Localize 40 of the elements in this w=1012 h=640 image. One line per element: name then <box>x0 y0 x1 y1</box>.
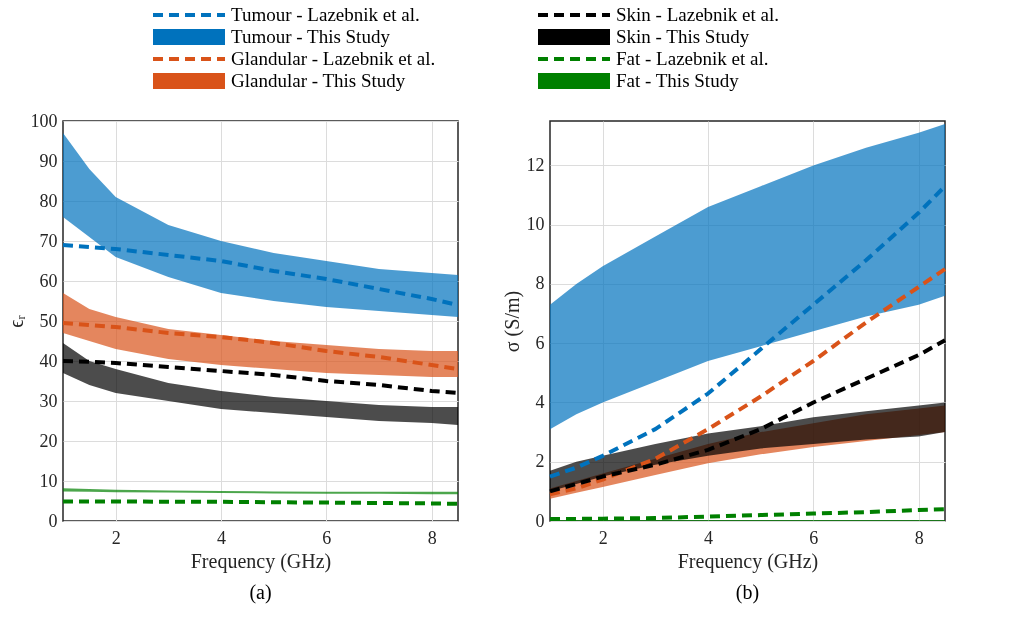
legend-label: Skin - Lazebnik et al. <box>616 4 780 25</box>
x-tick-label: 6 <box>809 527 819 548</box>
legend-label: Glandular - Lazebnik et al. <box>231 48 436 69</box>
x-tick-label: 2 <box>598 527 608 548</box>
x-tick-label: 4 <box>704 527 713 548</box>
x-tick-label: 8 <box>914 527 924 548</box>
legend-label: Fat - Lazebnik et al. <box>616 48 769 69</box>
y-axis-title: σ (S/m) <box>500 290 524 353</box>
y-tick-label: 0 <box>48 510 58 531</box>
y-tick-label: 10 <box>526 214 545 235</box>
y-tick-label: 10 <box>39 470 58 491</box>
y-tick-label: 100 <box>30 110 58 131</box>
y-tick-label: 30 <box>39 390 58 411</box>
y-tick-label: 2 <box>535 451 545 472</box>
x-axis-title: Frequency (GHz) <box>190 549 332 573</box>
y-tick-label: 50 <box>39 310 58 331</box>
y-tick-label: 80 <box>39 190 58 211</box>
y-tick-label: 6 <box>535 332 545 353</box>
y-tick-label: 90 <box>39 150 58 171</box>
x-tick-label: 4 <box>217 527 226 548</box>
y-tick-label: 8 <box>535 273 545 294</box>
legend-label: Skin - This Study <box>616 26 750 47</box>
y-tick-label: 4 <box>535 391 545 412</box>
x-tick-label: 6 <box>322 527 332 548</box>
text: (b) <box>735 581 760 604</box>
legend-label: Glandular - This Study <box>231 70 406 91</box>
x-axis-title: Frequency (GHz) <box>677 549 819 573</box>
y-tick-label: 70 <box>39 230 58 251</box>
x-tick-label: 8 <box>427 527 437 548</box>
y-tick-label: 60 <box>39 270 58 291</box>
y-axis-title: ϵᵣ <box>4 314 27 328</box>
y-tick-label: 40 <box>39 350 58 371</box>
y-tick-label: 12 <box>526 154 545 175</box>
y-tick-label: 20 <box>39 430 58 451</box>
x-tick-label: 2 <box>111 527 121 548</box>
y-tick-label: 0 <box>535 510 545 531</box>
text: (a) <box>249 581 272 604</box>
legend-label: Tumour - Lazebnik et al. <box>231 4 420 25</box>
legend-label: Fat - This Study <box>616 70 740 91</box>
legend-label: Tumour - This Study <box>231 26 391 47</box>
